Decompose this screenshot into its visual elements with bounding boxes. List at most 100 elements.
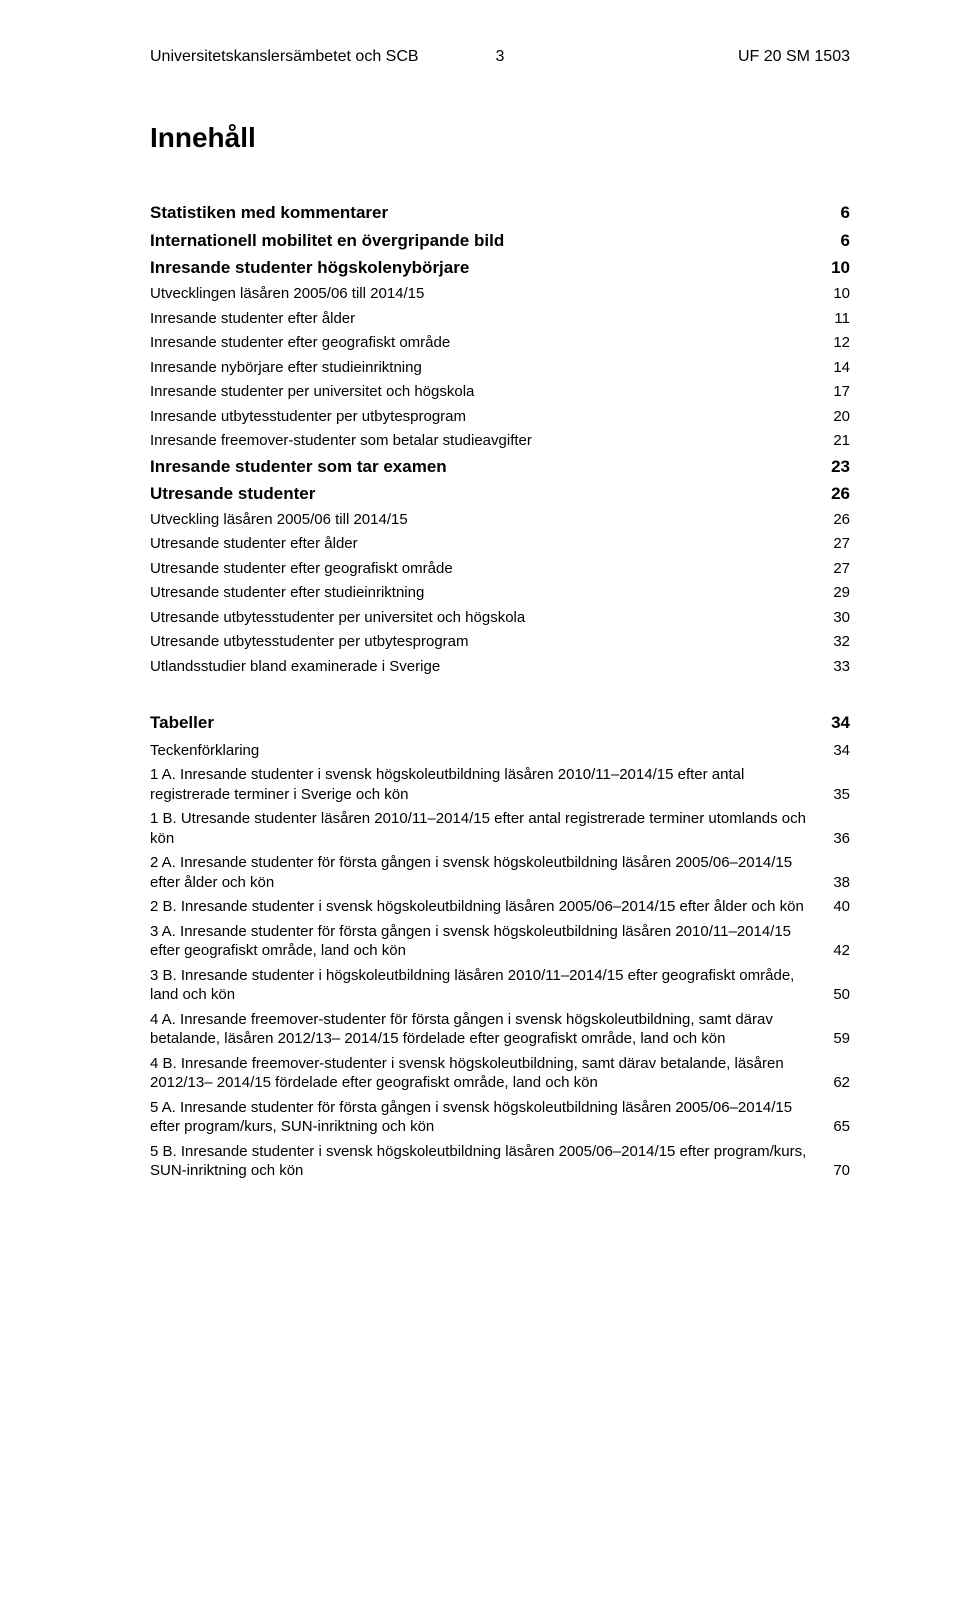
toc-entry: 3 B. Inresande studenter i högskoleutbil… [150,966,850,1005]
toc-entry: Utresande studenter efter geografiskt om… [150,559,850,579]
toc-entry-label: 3 A. Inresande studenter för första gång… [150,922,833,961]
toc-entry: Utresande utbytesstudenter per universit… [150,608,850,628]
toc-entry-label: Utveckling läsåren 2005/06 till 2014/15 [150,510,833,530]
toc-entry-label: 2 A. Inresande studenter för första gång… [150,853,833,892]
toc-entry: Inresande studenter per universitet och … [150,382,850,402]
toc-entry: Teckenförklaring34 [150,741,850,761]
toc-entry: 5 A. Inresande studenter för första gång… [150,1098,850,1137]
toc-entry-page: 70 [833,1161,850,1181]
toc-entry-label: 2 B. Inresande studenter i svensk högsko… [150,897,833,917]
toc-entry-label: Utresande studenter efter geografiskt om… [150,559,833,579]
toc-entry-page: 36 [833,829,850,849]
toc-entry-page: 27 [833,534,850,554]
toc-entry-label: 1 B. Utresande studenter läsåren 2010/11… [150,809,833,848]
page-header: Universitetskanslersämbetet och SCB 3 UF… [150,48,850,66]
toc-entry-label: 3 B. Inresande studenter i högskoleutbil… [150,966,833,1005]
document-page: Universitetskanslersämbetet och SCB 3 UF… [0,0,960,1246]
toc-entry: Utveckling läsåren 2005/06 till 2014/152… [150,510,850,530]
toc-entry-page: 35 [833,785,850,805]
toc-entry: 5 B. Inresande studenter i svensk högsko… [150,1142,850,1181]
toc-entry-label: 1 A. Inresande studenter i svensk högsko… [150,765,833,804]
toc-entry-label: Inresande studenter efter geografiskt om… [150,333,833,353]
toc-heading-label: Statistiken med kommentarer [150,202,841,224]
toc-entry: Utresande studenter efter ålder27 [150,534,850,554]
toc-entry-label: Utresande studenter efter studieinriktni… [150,583,833,603]
header-page-number: 3 [496,48,505,66]
toc-entry: Inresande studenter högskolenybörjare10 [150,257,850,279]
toc-entry: 3 A. Inresande studenter för första gång… [150,922,850,961]
toc-entry-label: Utresande studenter [150,483,831,505]
toc-entry-label: Utresande utbytesstudenter per utbytespr… [150,632,833,652]
toc-entry-page: 32 [833,632,850,652]
toc-entry: Internationell mobilitet en övergripande… [150,230,850,252]
toc-entry-label: Utresande utbytesstudenter per universit… [150,608,833,628]
toc-heading-label: Tabeller [150,712,831,734]
header-doc-id: UF 20 SM 1503 [738,48,850,66]
toc-entry: Inresande nybörjare efter studieinriktni… [150,358,850,378]
table-of-contents: Statistiken med kommentarer6Internatione… [150,202,850,1181]
toc-entry-label: Inresande nybörjare efter studieinriktni… [150,358,833,378]
toc-entry: 4 B. Inresande freemover-studenter i sve… [150,1054,850,1093]
toc-entry-label: 4 A. Inresande freemover-studenter för f… [150,1010,833,1049]
toc-entry-page: 33 [833,657,850,677]
toc-entry-label: 4 B. Inresande freemover-studenter i sve… [150,1054,833,1093]
toc-entry-page: 14 [833,358,850,378]
toc-entry: Inresande studenter efter geografiskt om… [150,333,850,353]
toc-entry: Inresande freemover-studenter som betala… [150,431,850,451]
toc-entry-page: 34 [833,741,850,761]
toc-entry-page: 40 [833,897,850,917]
toc-entry-label: Inresande freemover-studenter som betala… [150,431,833,451]
toc-entry-page: 11 [834,309,850,329]
toc-entry-page: 17 [833,382,850,402]
toc-entry-label: Teckenförklaring [150,741,833,761]
toc-entry-page: 38 [833,873,850,893]
page-title: Innehåll [150,122,850,154]
toc-entry-page: 42 [833,941,850,961]
toc-entry: Inresande studenter efter ålder11 [150,309,850,329]
toc-entry-page: 10 [831,257,850,279]
toc-section-heading: Tabeller34 [150,712,850,734]
toc-entry: 1 A. Inresande studenter i svensk högsko… [150,765,850,804]
toc-section-heading: Statistiken med kommentarer6 [150,202,850,224]
toc-entry-label: Inresande studenter högskolenybörjare [150,257,831,279]
toc-entry-label: Inresande studenter per universitet och … [150,382,833,402]
toc-entry-label: Utresande studenter efter ålder [150,534,833,554]
toc-entry: 2 B. Inresande studenter i svensk högsko… [150,897,850,917]
toc-entry: 4 A. Inresande freemover-studenter för f… [150,1010,850,1049]
toc-entry-page: 23 [831,456,850,478]
toc-entry: 2 A. Inresande studenter för första gång… [150,853,850,892]
toc-entry: Utresande studenter efter studieinriktni… [150,583,850,603]
toc-heading-page: 34 [831,712,850,734]
toc-entry-label: 5 B. Inresande studenter i svensk högsko… [150,1142,833,1181]
toc-entry-page: 27 [833,559,850,579]
toc-entry-label: 5 A. Inresande studenter för första gång… [150,1098,833,1137]
toc-entry-label: Utlandsstudier bland examinerade i Sveri… [150,657,833,677]
toc-entry: Utlandsstudier bland examinerade i Sveri… [150,657,850,677]
toc-entry-page: 6 [841,230,850,252]
toc-entry: Utresande studenter26 [150,483,850,505]
toc-entry-page: 26 [833,510,850,530]
toc-entry-page: 59 [833,1029,850,1049]
toc-entry-page: 20 [833,407,850,427]
toc-entry: Inresande utbytesstudenter per utbytespr… [150,407,850,427]
toc-entry-page: 50 [833,985,850,1005]
header-source: Universitetskanslersämbetet och SCB [150,48,419,66]
toc-entry-page: 30 [833,608,850,628]
toc-entry-page: 65 [833,1117,850,1137]
toc-entry-label: Inresande studenter efter ålder [150,309,834,329]
toc-entry: Inresande studenter som tar examen23 [150,456,850,478]
toc-heading-page: 6 [841,202,850,224]
toc-entry: Utresande utbytesstudenter per utbytespr… [150,632,850,652]
toc-entry-page: 29 [833,583,850,603]
toc-entry-page: 62 [833,1073,850,1093]
toc-entry-page: 10 [833,284,850,304]
toc-entry: 1 B. Utresande studenter läsåren 2010/11… [150,809,850,848]
toc-entry-label: Internationell mobilitet en övergripande… [150,230,841,252]
toc-entry: Utvecklingen läsåren 2005/06 till 2014/1… [150,284,850,304]
toc-entry-label: Inresande studenter som tar examen [150,456,831,478]
toc-entry-label: Utvecklingen läsåren 2005/06 till 2014/1… [150,284,833,304]
toc-entry-label: Inresande utbytesstudenter per utbytespr… [150,407,833,427]
toc-entry-page: 21 [833,431,850,451]
toc-entry-page: 12 [833,333,850,353]
toc-entry-page: 26 [831,483,850,505]
